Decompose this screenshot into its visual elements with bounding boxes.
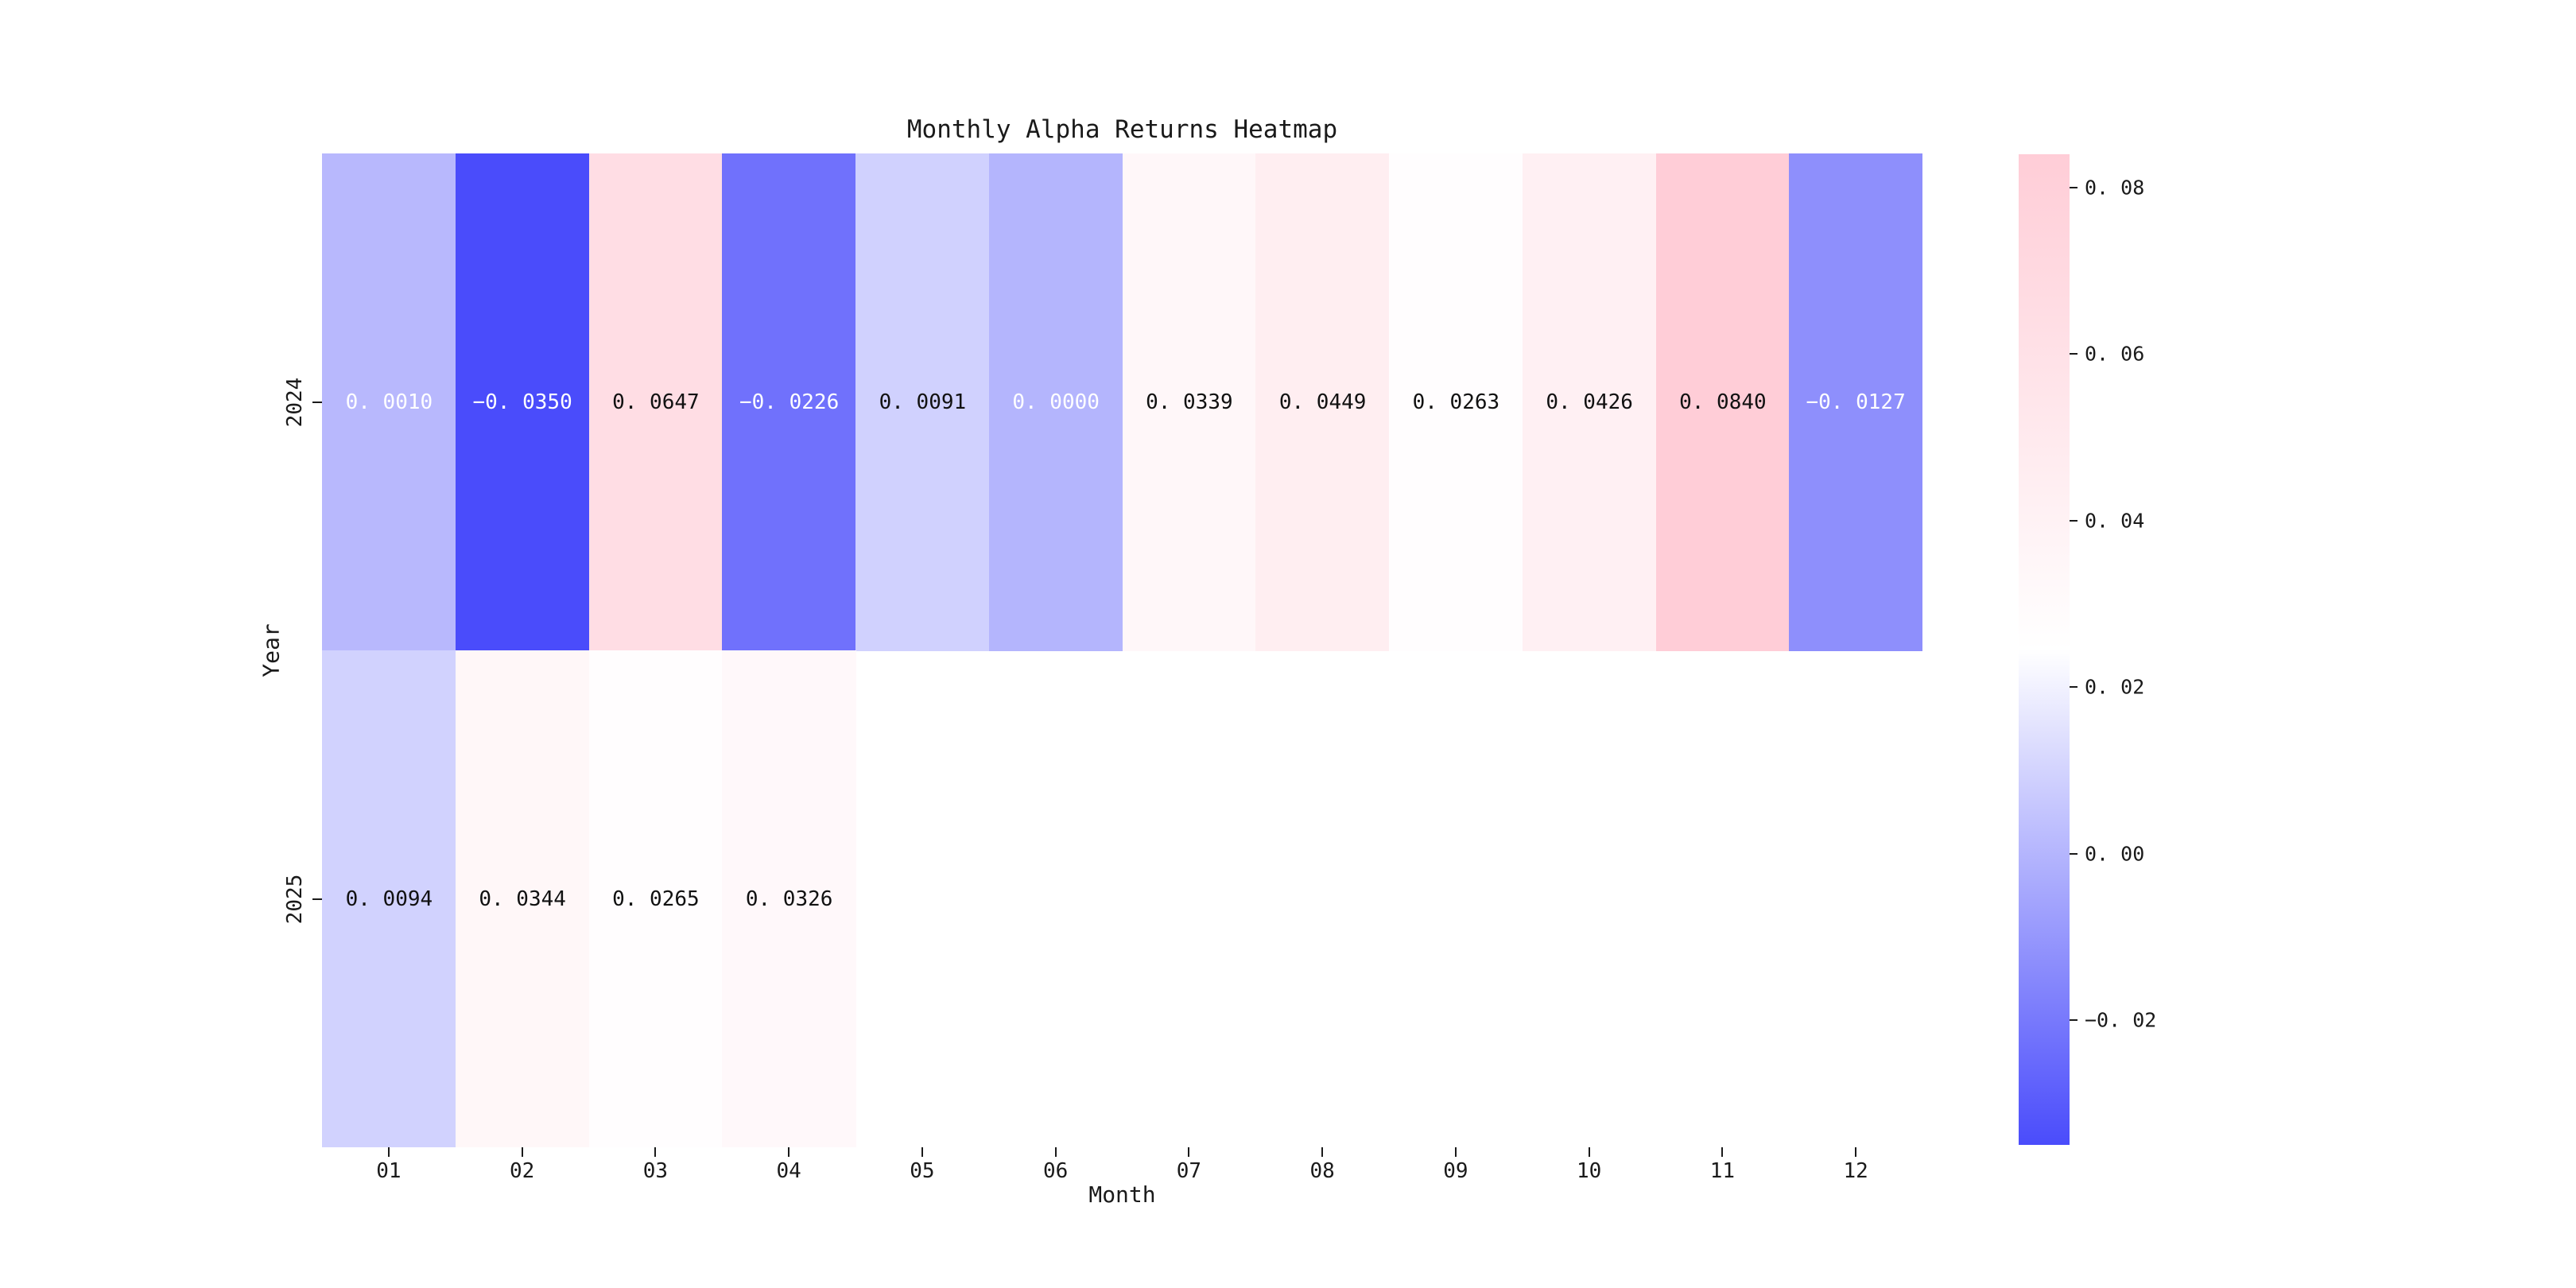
x-tick-label: 07 bbox=[1176, 1159, 1202, 1183]
x-tick-mark bbox=[654, 1147, 657, 1157]
colorbar-tick-mark bbox=[2070, 186, 2077, 188]
x-tick-label: 05 bbox=[910, 1159, 935, 1183]
heatmap-cell: 0. 0094 bbox=[322, 650, 456, 1147]
x-tick-label: 03 bbox=[642, 1159, 669, 1183]
colorbar-gradient bbox=[2019, 154, 2070, 1145]
heatmap-cell: 0. 0647 bbox=[588, 153, 724, 651]
cell-value-label: 0. 0326 bbox=[745, 886, 833, 911]
y-tick-label: 2024 bbox=[283, 377, 307, 427]
x-tick-mark bbox=[387, 1147, 390, 1157]
x-tick-mark bbox=[1588, 1147, 1590, 1157]
cell-value-label: 0. 0000 bbox=[1012, 390, 1100, 414]
heatmap-cell: 0. 0344 bbox=[455, 650, 590, 1147]
heatmap-cell: 0. 0000 bbox=[988, 153, 1123, 651]
x-tick-mark bbox=[1054, 1147, 1057, 1157]
heatmap-cell: 0. 0010 bbox=[322, 153, 456, 651]
cell-value-label: 0. 0091 bbox=[879, 390, 967, 414]
heatmap-cell: −0. 0350 bbox=[455, 153, 590, 651]
cell-value-label: −0. 0350 bbox=[472, 390, 572, 414]
colorbar-tick-label: 0. 08 bbox=[2085, 176, 2145, 200]
chart-title: Monthly Alpha Returns Heatmap bbox=[906, 115, 1338, 144]
cell-value-label: 0. 0449 bbox=[1278, 390, 1367, 414]
cell-value-label: 0. 0263 bbox=[1412, 390, 1500, 414]
heatmap-cell: 0. 0840 bbox=[1655, 153, 1790, 651]
x-tick-mark bbox=[1855, 1147, 1857, 1157]
y-tick-mark bbox=[312, 898, 322, 900]
heatmap-cell: −0. 0226 bbox=[722, 153, 856, 651]
colorbar-tick-mark bbox=[2070, 1018, 2077, 1021]
heatmap-cell: −0. 0127 bbox=[1789, 153, 1922, 651]
cell-value-label: 0. 0647 bbox=[612, 390, 700, 414]
x-tick-label: 04 bbox=[776, 1159, 801, 1183]
x-tick-label: 08 bbox=[1309, 1159, 1335, 1183]
x-tick-label: 12 bbox=[1843, 1159, 1868, 1183]
x-axis-label: Month bbox=[1088, 1181, 1156, 1208]
x-tick-label: 09 bbox=[1443, 1159, 1468, 1183]
x-tick-mark bbox=[921, 1147, 923, 1157]
heatmap-plot-area: 0. 0010 −0. 0350 0. 0647 −0. 0226 0. 0091 0. … bbox=[322, 153, 1922, 1147]
x-tick-mark bbox=[1188, 1147, 1190, 1157]
colorbar-tick-label: 0. 02 bbox=[2085, 675, 2145, 699]
heatmap-cell: 0. 0265 bbox=[588, 650, 724, 1147]
heatmap-cell: 0. 0449 bbox=[1255, 153, 1390, 651]
cell-value-label: 0. 0265 bbox=[612, 886, 700, 911]
cell-value-label: 0. 0344 bbox=[479, 886, 566, 911]
colorbar-tick-mark bbox=[2070, 686, 2077, 689]
x-tick-label: 01 bbox=[376, 1159, 402, 1183]
colorbar-tick-label: −0. 02 bbox=[2085, 1008, 2157, 1032]
x-tick-mark bbox=[1454, 1147, 1457, 1157]
cell-value-label: −0. 0226 bbox=[739, 390, 840, 414]
y-axis-label: Year bbox=[258, 623, 285, 677]
colorbar-tick-label: 0. 00 bbox=[2085, 842, 2145, 866]
y-tick-label: 2025 bbox=[283, 874, 307, 924]
cell-value-label: 0. 0840 bbox=[1679, 390, 1767, 414]
colorbar-tick-label: 0. 04 bbox=[2085, 509, 2145, 533]
colorbar-tick-mark bbox=[2070, 852, 2077, 855]
x-tick-label: 06 bbox=[1042, 1159, 1069, 1183]
cell-value-label: 0. 0426 bbox=[1546, 390, 1633, 414]
colorbar-tick-label: 0. 06 bbox=[2085, 342, 2145, 366]
cell-value-label: 0. 0339 bbox=[1146, 390, 1233, 414]
x-tick-mark bbox=[788, 1147, 790, 1157]
colorbar-tick-mark bbox=[2070, 353, 2077, 355]
heatmap-cell: 0. 0339 bbox=[1122, 153, 1257, 651]
x-tick-mark bbox=[1321, 1147, 1324, 1157]
heatmap-cell: 0. 0091 bbox=[855, 153, 990, 651]
cell-value-label: 0. 0010 bbox=[345, 390, 433, 414]
cell-value-label: 0. 0094 bbox=[345, 886, 433, 911]
colorbar bbox=[2019, 154, 2070, 1145]
x-tick-mark bbox=[521, 1147, 523, 1157]
heatmap-cell: 0. 0263 bbox=[1389, 153, 1523, 651]
x-tick-mark bbox=[1721, 1147, 1724, 1157]
cell-value-label: −0. 0127 bbox=[1806, 390, 1906, 414]
heatmap-cell: 0. 0326 bbox=[722, 650, 856, 1147]
heatmap-cell: 0. 0426 bbox=[1522, 153, 1657, 651]
colorbar-tick-mark bbox=[2070, 519, 2077, 522]
x-tick-label: 11 bbox=[1709, 1159, 1736, 1183]
y-tick-mark bbox=[312, 401, 322, 403]
x-tick-label: 10 bbox=[1576, 1159, 1602, 1183]
x-tick-label: 02 bbox=[509, 1159, 535, 1183]
